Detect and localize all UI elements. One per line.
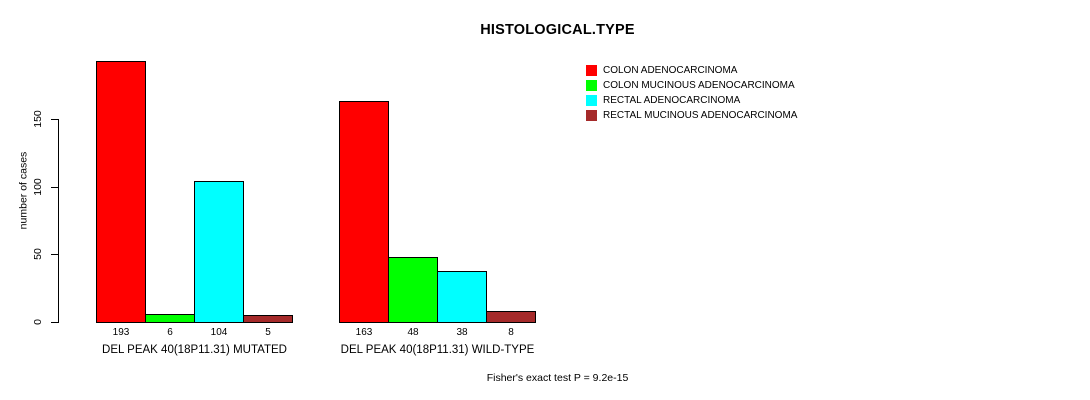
stat-annotation: Fisher's exact test P = 9.2e-15: [486, 372, 629, 384]
bar: [339, 101, 389, 323]
legend-swatch: [586, 65, 597, 76]
bar-value-label: 8: [508, 327, 514, 338]
bar-value-label: 5: [265, 327, 271, 338]
y-tick: [51, 187, 59, 188]
y-tick-label: 0: [31, 319, 44, 325]
y-tick: [51, 119, 59, 120]
y-tick-label: 100: [31, 178, 44, 196]
y-tick: [51, 254, 59, 255]
bar-value-label: 104: [210, 327, 228, 338]
legend-label: COLON MUCINOUS ADENOCARCINOMA: [603, 80, 795, 91]
bar: [437, 271, 487, 323]
y-tick: [51, 322, 59, 323]
legend-label: COLON ADENOCARCINOMA: [603, 65, 738, 76]
y-axis-line: [58, 119, 59, 323]
bar: [388, 257, 438, 323]
x-category-label: DEL PEAK 40(18P11.31) WILD-TYPE: [340, 344, 535, 356]
legend-item: RECTAL ADENOCARCINOMA: [586, 95, 797, 106]
bar-value-label: 163: [355, 327, 373, 338]
bar: [194, 181, 244, 323]
legend-label: RECTAL ADENOCARCINOMA: [603, 95, 741, 106]
bar: [243, 315, 293, 323]
bar-value-label: 48: [407, 327, 419, 338]
legend-swatch: [586, 110, 597, 121]
y-tick-label: 50: [31, 248, 44, 260]
chart-title: HISTOLOGICAL.TYPE: [480, 22, 635, 38]
legend-item: COLON ADENOCARCINOMA: [586, 65, 797, 76]
bar: [486, 311, 536, 323]
bar-value-label: 38: [456, 327, 468, 338]
bar-value-label: 6: [167, 327, 173, 338]
y-tick-label: 150: [31, 110, 44, 128]
legend: COLON ADENOCARCINOMA COLON MUCINOUS ADENO…: [586, 65, 797, 125]
legend-item: COLON MUCINOUS ADENOCARCINOMA: [586, 80, 797, 91]
legend-swatch: [586, 95, 597, 106]
bar: [96, 61, 146, 323]
bar: [145, 314, 195, 323]
y-axis-label: number of cases: [17, 151, 30, 230]
legend-label: RECTAL MUCINOUS ADENOCARCINOMA: [603, 110, 798, 121]
legend-item: RECTAL MUCINOUS ADENOCARCINOMA: [586, 110, 797, 121]
bar-value-label: 193: [112, 327, 130, 338]
legend-swatch: [586, 80, 597, 91]
x-category-label: DEL PEAK 40(18P11.31) MUTATED: [102, 344, 287, 356]
